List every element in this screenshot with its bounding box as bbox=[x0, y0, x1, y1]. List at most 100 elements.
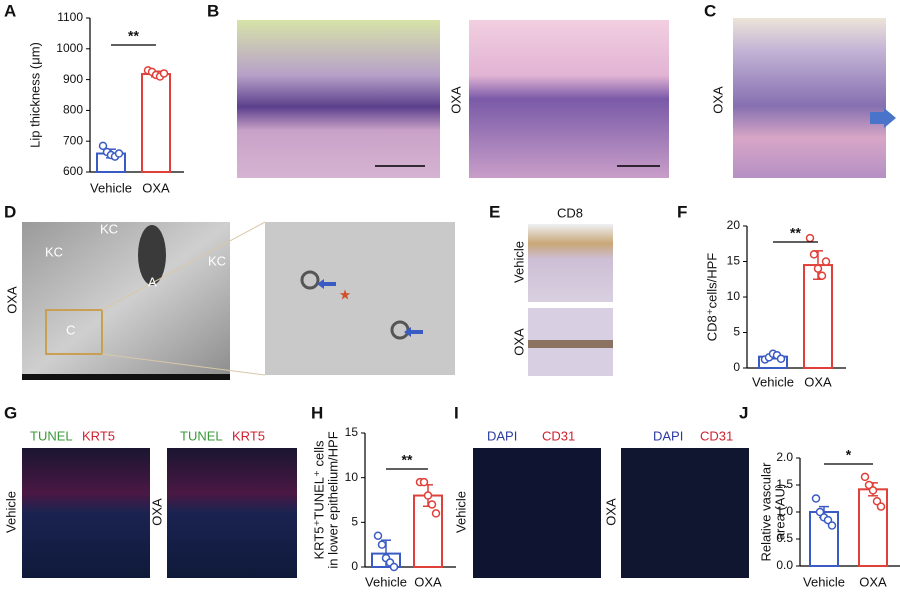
stain-label: CD8 bbox=[557, 205, 583, 220]
data-point bbox=[423, 491, 433, 500]
group-label: Vehicle bbox=[511, 241, 526, 283]
panel-letter: G bbox=[4, 403, 17, 422]
em-label: KC bbox=[45, 244, 63, 259]
histology-image bbox=[237, 20, 440, 178]
data-point bbox=[98, 141, 108, 151]
em-footer bbox=[22, 374, 230, 380]
x-tick-label: Vehicle bbox=[803, 574, 845, 589]
em-label: KC bbox=[208, 253, 226, 268]
data-point bbox=[813, 264, 823, 273]
panel-letter: J bbox=[739, 403, 748, 422]
panel-letter: I bbox=[454, 403, 459, 422]
x-tick-label: OXA bbox=[142, 180, 170, 195]
y-tick-label: 10 bbox=[727, 289, 741, 303]
data-point bbox=[427, 500, 437, 509]
panel-letter: D bbox=[4, 202, 16, 221]
arrow bbox=[870, 108, 896, 128]
fluorescence-image bbox=[22, 448, 150, 578]
y-tick-label: 2.0 bbox=[776, 450, 793, 464]
data-point bbox=[159, 69, 169, 78]
group-label: OXA bbox=[511, 328, 526, 356]
panel-letter: E bbox=[489, 202, 500, 221]
y-tick-label: 1.0 bbox=[776, 504, 793, 518]
fluorescence-image bbox=[167, 448, 297, 578]
zoom-box bbox=[45, 309, 103, 355]
x-tick-label: OXA bbox=[804, 374, 832, 389]
fluorescence-image bbox=[473, 448, 601, 578]
em-label: C bbox=[66, 322, 75, 337]
y-tick-label: 700 bbox=[63, 133, 83, 147]
y-tick-label: 15 bbox=[345, 425, 359, 439]
histology-image bbox=[469, 20, 669, 178]
group-label: Vehicle bbox=[3, 491, 18, 533]
stain-label: TUNEL bbox=[30, 428, 73, 443]
panel-letter: F bbox=[677, 202, 687, 221]
y-tick-label: 1000 bbox=[56, 41, 83, 55]
em-zoom-image bbox=[265, 222, 455, 375]
data-point bbox=[809, 250, 819, 259]
group-label: OXA bbox=[4, 286, 19, 314]
data-point bbox=[805, 233, 815, 243]
y-tick-label: 5 bbox=[733, 325, 740, 339]
histology-image bbox=[733, 18, 886, 178]
data-point bbox=[431, 509, 441, 518]
y-tick-label: 0 bbox=[351, 559, 358, 573]
group-label: OXA bbox=[710, 86, 725, 114]
star-marker: ★ bbox=[339, 287, 352, 303]
data-point bbox=[876, 502, 886, 511]
data-point bbox=[114, 149, 124, 158]
y-tick-label: 900 bbox=[63, 72, 83, 86]
y-axis-label: Relative vascular bbox=[758, 462, 773, 562]
data-point bbox=[811, 494, 821, 503]
arrow bbox=[404, 327, 423, 337]
y-tick-label: 0.0 bbox=[776, 558, 793, 572]
data-point bbox=[821, 257, 831, 266]
x-tick-label: OXA bbox=[414, 574, 442, 589]
zoom-line bbox=[101, 353, 266, 376]
data-point bbox=[389, 562, 399, 572]
data-point bbox=[868, 486, 878, 495]
em-structure bbox=[138, 225, 166, 285]
data-point bbox=[823, 515, 833, 525]
y-axis-label: CD8⁺cells/HPF bbox=[704, 253, 719, 342]
x-tick-label: OXA bbox=[859, 574, 887, 589]
y-axis-label: in lower epithelium/HPF bbox=[325, 431, 340, 568]
significance-label: ** bbox=[128, 28, 139, 44]
em-label: KC bbox=[100, 221, 118, 236]
ihc-stain bbox=[528, 340, 613, 348]
y-axis-label: Lip thickness (μm) bbox=[27, 42, 42, 148]
significance-label: ** bbox=[790, 225, 801, 241]
data-point bbox=[419, 477, 429, 487]
y-tick-label: 1100 bbox=[57, 10, 83, 24]
data-point bbox=[860, 472, 870, 482]
data-point bbox=[815, 507, 825, 517]
data-point bbox=[827, 521, 837, 530]
y-tick-label: 0 bbox=[733, 360, 740, 374]
data-point bbox=[864, 480, 874, 490]
x-tick-label: Vehicle bbox=[90, 180, 132, 195]
stain-label: TUNEL bbox=[180, 428, 223, 443]
data-point bbox=[872, 496, 882, 506]
significance-label: * bbox=[846, 447, 852, 463]
y-tick-label: 0.5 bbox=[776, 531, 793, 545]
fluorescence-image bbox=[621, 448, 749, 578]
bar bbox=[141, 73, 171, 173]
y-axis-label: KRT5⁺TUNEL⁺ cells bbox=[311, 440, 326, 559]
stain-label: DAPI bbox=[653, 428, 683, 443]
panel-letter: C bbox=[704, 1, 716, 20]
data-point bbox=[817, 271, 827, 280]
arrow bbox=[317, 279, 336, 289]
group-label: Vehicle bbox=[453, 491, 468, 533]
panel-letter: A bbox=[4, 1, 16, 20]
stain-label: DAPI bbox=[487, 428, 517, 443]
bar bbox=[803, 264, 833, 369]
y-tick-label: 1.5 bbox=[776, 477, 793, 491]
ihc-image bbox=[528, 224, 613, 302]
data-point bbox=[377, 540, 387, 549]
em-structure bbox=[300, 270, 320, 290]
y-tick-label: 600 bbox=[63, 164, 83, 178]
zoom-line bbox=[101, 221, 266, 311]
panel-letter: B bbox=[207, 1, 219, 20]
y-tick-label: 15 bbox=[727, 254, 741, 268]
x-tick-label: Vehicle bbox=[365, 574, 407, 589]
